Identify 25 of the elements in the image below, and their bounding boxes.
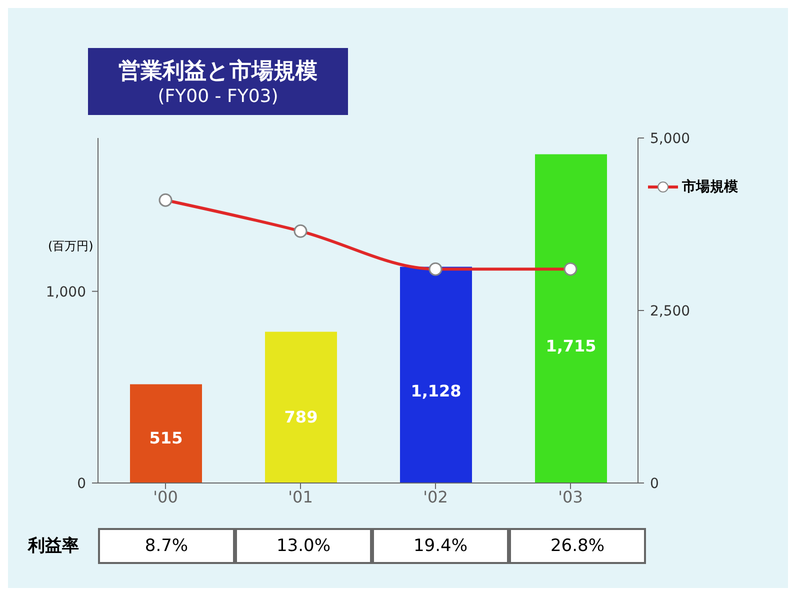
data-label: 1,128 xyxy=(410,382,462,401)
x-tick-label: '00 xyxy=(153,487,178,506)
legend-label: 市場規模 xyxy=(682,178,738,196)
x-tick-label: '02 xyxy=(423,487,448,506)
bar xyxy=(535,154,607,483)
data-label: 789 xyxy=(284,408,318,427)
text: 8.7% xyxy=(98,528,235,564)
text: 19.4% xyxy=(372,528,509,564)
x-tick-label: '01 xyxy=(288,487,313,506)
y2-tick-label: 2,500 xyxy=(650,304,690,320)
text: 利益率 xyxy=(28,535,80,558)
y2-tick-label: 0 xyxy=(650,476,659,492)
y-axis-title: (百万円) xyxy=(48,238,94,255)
data-label: 1,715 xyxy=(546,336,596,356)
chart-subtitle: (FY00 - FY03) xyxy=(156,86,280,107)
x-tick-label: '03 xyxy=(558,487,583,506)
y-tick-label: 1,000 xyxy=(46,284,86,300)
y2-tick-label: 5,000 xyxy=(650,131,690,147)
text: 26.8% xyxy=(509,528,646,564)
data-label: 515 xyxy=(149,428,183,448)
bar xyxy=(130,384,202,483)
text: 13.0% xyxy=(235,528,372,564)
chart-title: 営業利益と市場規模 xyxy=(118,58,318,86)
bar xyxy=(265,332,337,483)
bar xyxy=(400,266,472,483)
